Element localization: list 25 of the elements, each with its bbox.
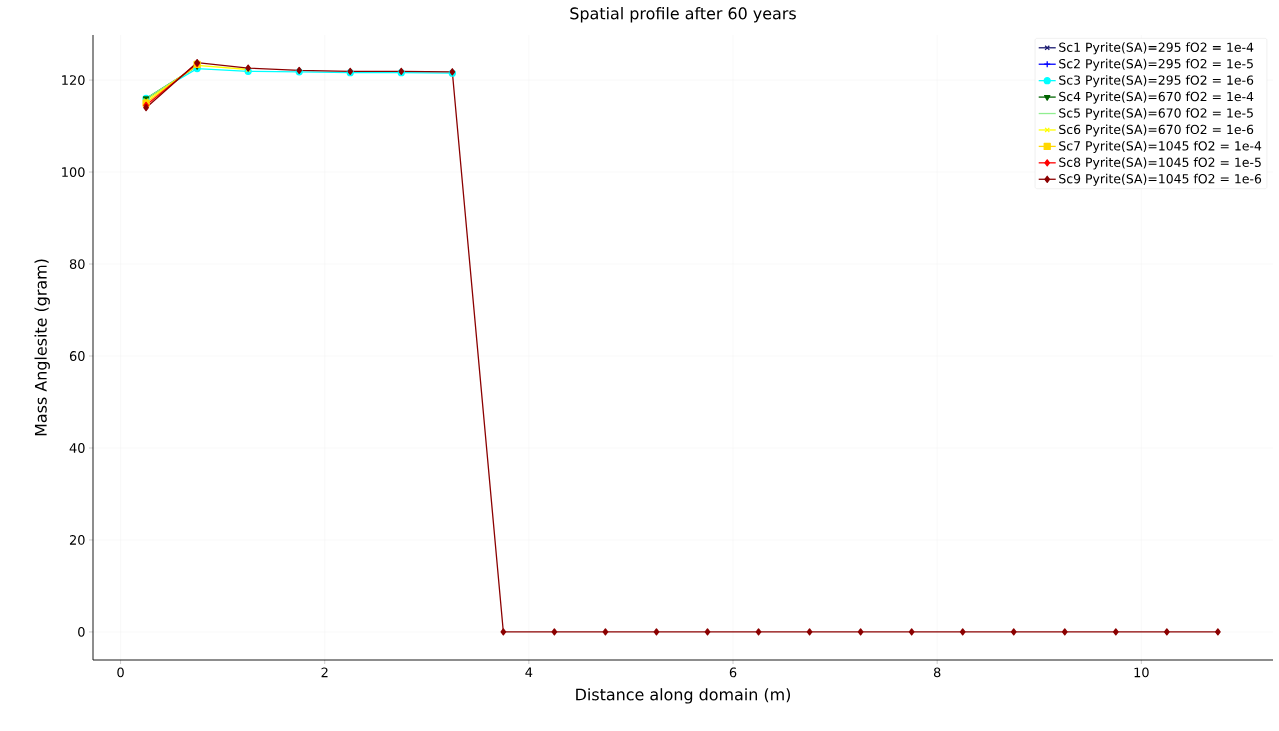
x-axis-title: Distance along domain (m) [576, 688, 791, 704]
x-tick-label: 4 [525, 667, 533, 677]
y-tick-label: 60 [69, 351, 85, 361]
y-tick-label: 100 [62, 167, 85, 177]
legend-label: Sc9 Pyrite(SA)=1045 fO2 = 1e-6 [1059, 173, 1262, 186]
legend-label: Sc6 Pyrite(SA)=670 fO2 = 1e-6 [1059, 124, 1254, 137]
legend-label: Sc8 Pyrite(SA)=1045 fO2 = 1e-5 [1059, 157, 1261, 170]
y-tick-label: 0 [78, 627, 85, 637]
y-tick-label: 80 [69, 259, 85, 269]
y-tick-label: 40 [69, 443, 85, 453]
x-tick-label: 0 [117, 667, 124, 678]
legend-label: Sc3 Pyrite(SA)=295 fO2 = 1e-6 [1059, 75, 1254, 88]
legend-label: Sc2 Pyrite(SA)=295 fO2 = 1e-5 [1059, 58, 1253, 71]
legend-label: Sc4 Pyrite(SA)=670 fO2 = 1e-4 [1059, 91, 1254, 104]
y-axis-title: Mass Anglesite (gram) [34, 259, 50, 436]
y-tick-label: 20 [69, 535, 85, 545]
y-tick-label: 120 [62, 75, 85, 85]
legend-label: Sc5 Pyrite(SA)=670 fO2 = 1e-5 [1059, 108, 1253, 121]
x-tick-label: 2 [321, 667, 328, 678]
legend-label: Sc1 Pyrite(SA)=295 fO2 = 1e-4 [1059, 42, 1254, 55]
x-tick-label: 8 [933, 667, 941, 678]
legend-label: Sc7 Pyrite(SA)=1045 fO2 = 1e-4 [1059, 140, 1262, 153]
x-tick-label: 10 [1134, 667, 1149, 678]
chart-title: Spatial profile after 60 years [570, 7, 796, 23]
x-tick-label: 6 [729, 667, 737, 678]
